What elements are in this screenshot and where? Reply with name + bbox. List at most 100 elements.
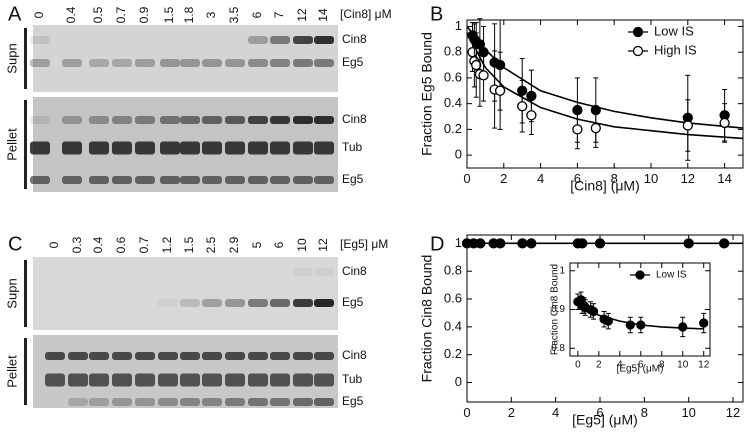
y-axis-label: Fraction Cin8 Bound xyxy=(550,264,561,355)
band xyxy=(62,59,82,67)
band xyxy=(248,352,268,360)
band xyxy=(68,352,88,360)
band xyxy=(293,176,313,184)
band xyxy=(180,299,200,307)
lane-label: 0.4 xyxy=(91,236,105,253)
x-axis-label: [Eg5] (μM) xyxy=(572,412,638,428)
y-tick-label: 0.4 xyxy=(444,95,462,110)
band xyxy=(314,268,334,276)
band xyxy=(180,59,200,67)
band xyxy=(89,373,109,387)
band xyxy=(30,36,50,44)
x-tick-label: 6 xyxy=(596,405,603,420)
lane-label: 0.6 xyxy=(114,236,128,253)
band xyxy=(248,299,268,307)
band xyxy=(293,141,313,155)
band xyxy=(135,352,155,360)
section-bar xyxy=(24,100,27,189)
data-point xyxy=(478,70,489,81)
band xyxy=(68,373,88,387)
band xyxy=(89,116,109,124)
band xyxy=(62,176,82,184)
band xyxy=(293,59,313,67)
band xyxy=(112,176,132,184)
band-label: Eg5 xyxy=(342,394,364,408)
band xyxy=(314,398,334,406)
data-point xyxy=(636,320,646,330)
band xyxy=(270,176,290,184)
x-tick-label: 2 xyxy=(596,360,602,371)
data-point xyxy=(719,117,730,129)
panel-label: A xyxy=(8,3,22,25)
band xyxy=(270,141,290,155)
y-tick-label: 0 xyxy=(455,147,462,162)
band xyxy=(160,59,180,67)
band xyxy=(135,176,155,184)
section-bar xyxy=(24,338,27,405)
band xyxy=(293,299,313,307)
band xyxy=(30,176,50,184)
data-point xyxy=(699,318,709,328)
y-tick-label: 0.4 xyxy=(444,318,462,333)
data-point xyxy=(577,238,588,249)
data-point xyxy=(572,124,583,135)
y-tick-label: 0.6 xyxy=(444,290,462,305)
band xyxy=(180,141,200,155)
band xyxy=(135,59,155,67)
band xyxy=(135,398,155,406)
band xyxy=(225,299,245,307)
y-axis-label: Fraction Cin8 Bound xyxy=(419,255,435,383)
y-axis-label: Fraction Eg5 Bound xyxy=(419,32,435,156)
lane-label: 2.5 xyxy=(204,236,218,253)
data-point xyxy=(471,59,482,71)
band-label: Cin8 xyxy=(342,112,367,126)
band xyxy=(248,373,268,387)
data-point xyxy=(603,316,613,326)
band xyxy=(248,398,268,406)
band xyxy=(202,299,222,307)
band xyxy=(314,116,334,124)
y-tick-label: 0 xyxy=(455,374,462,389)
y-tick-label: 0.6 xyxy=(444,69,462,84)
band xyxy=(202,352,222,360)
band xyxy=(225,352,245,360)
band xyxy=(158,299,178,307)
y-tick-label: 0.8 xyxy=(444,263,462,278)
band xyxy=(112,373,132,387)
y-tick-label: 0.2 xyxy=(444,121,462,136)
data-point xyxy=(495,238,506,249)
data-point xyxy=(517,238,528,249)
band xyxy=(293,352,313,360)
band xyxy=(135,141,155,155)
data-point xyxy=(719,238,730,249)
band-label: Cin8 xyxy=(342,264,367,278)
band xyxy=(30,141,50,155)
band xyxy=(160,176,180,184)
lane-label: 10 xyxy=(295,238,309,252)
band xyxy=(248,176,268,184)
lane-label: 3.5 xyxy=(227,6,241,23)
band xyxy=(135,116,155,124)
lane-label: 0 xyxy=(47,241,61,248)
band xyxy=(158,398,178,406)
legend-marker xyxy=(632,26,644,38)
lane-label: 1.5 xyxy=(182,236,196,253)
section-label: Supn xyxy=(4,43,19,73)
band-label: Eg5 xyxy=(342,172,364,186)
band xyxy=(30,116,50,124)
band xyxy=(225,398,245,406)
data-point xyxy=(526,110,537,121)
x-tick-label: 12 xyxy=(681,171,695,186)
data-point xyxy=(683,238,694,249)
x-tick-label: 2 xyxy=(508,405,515,420)
x-tick-label: 12 xyxy=(726,405,740,420)
band xyxy=(45,373,65,387)
band xyxy=(180,373,200,387)
band xyxy=(62,141,82,155)
band xyxy=(314,373,334,387)
band xyxy=(225,116,245,124)
legend-marker xyxy=(635,270,645,280)
legend-label: Low IS xyxy=(656,270,687,281)
gel xyxy=(33,257,338,330)
